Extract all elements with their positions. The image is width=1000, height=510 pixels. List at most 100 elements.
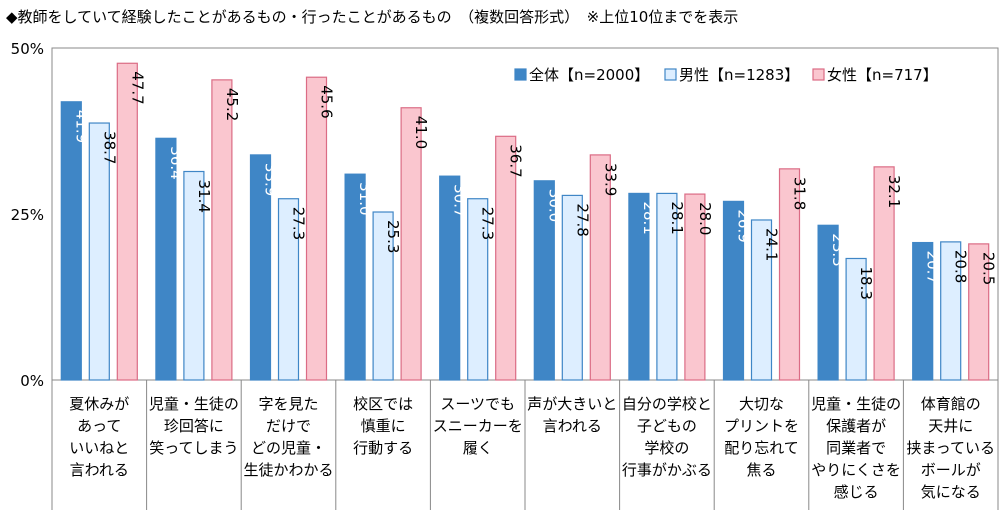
data-label: 31.4 [195,180,213,213]
category-label: 行動する [353,439,413,457]
bar [684,193,706,381]
legend-swatch [664,68,677,81]
category-label: 天井に [928,417,973,435]
data-label: 45.2 [223,88,241,121]
bar [344,173,366,381]
bar [155,137,177,381]
category-label: 挟まっている [906,439,995,457]
bar [750,219,773,381]
category-label: だけで [266,417,311,435]
category-label: 児童・生徒の [811,395,901,413]
category-label: スーツでも [440,395,515,413]
legend-label: 女性【n=717】 [827,66,938,84]
bar [277,198,300,381]
data-label: 31.8 [791,177,809,210]
category-label: あって [77,417,121,435]
category-label: 児童・生徒の [149,395,239,413]
bar [439,175,461,381]
data-label: 47.7 [128,71,146,104]
data-label: 33.9 [262,163,280,196]
bar [88,122,110,381]
data-label: 28.0 [696,202,714,235]
data-label: 28.1 [668,201,686,234]
data-label: 36.7 [507,144,525,177]
bar [305,76,328,381]
category-label: 感じる [834,483,879,501]
bar [722,200,745,381]
data-label: 27.3 [479,207,497,240]
category-label: プリントを [724,417,799,435]
bar [845,257,867,381]
data-label: 20.5 [980,252,998,285]
data-label: 31.0 [356,182,374,215]
y-tick-label: 0% [20,372,44,390]
category-label: 自分の学校と [622,395,712,413]
data-label: 24.1 [763,228,781,261]
category-label: 生徒かわかる [243,461,333,479]
category-label: 履く [463,439,493,457]
category-label: 行事がかぶる [622,461,712,479]
bar [912,241,934,381]
data-label: 26.9 [735,209,753,242]
category-label: 配り忘れて [724,439,799,457]
category-label: 声が大きいと [527,395,617,413]
data-label: 27.3 [290,207,308,240]
bar [778,168,801,381]
bar [372,211,394,381]
bar [211,79,233,381]
category-label: 珍回答に [164,417,224,435]
category-label: 子どもの [637,417,697,435]
bar [561,194,583,381]
data-label: 45.6 [318,85,336,118]
y-tick-label: 50% [11,40,44,58]
data-label: 20.8 [952,250,970,283]
bar [533,180,555,381]
category-label: ボールが [921,461,981,479]
bar [589,154,611,381]
bar [249,154,272,381]
data-label: 27.8 [573,203,591,236]
bar [467,198,489,381]
legend-label: 男性【n=1283】 [679,66,799,84]
bar [400,107,422,381]
bar [183,170,205,381]
category-label: 体育館の [921,395,981,413]
bar [873,166,895,381]
data-label: 28.1 [640,201,658,234]
category-label: 言われる [543,417,602,435]
data-label: 25.3 [384,220,402,253]
legend-swatch [812,68,825,81]
data-label: 30.0 [545,189,563,222]
legend-label: 全体【n=2000】 [529,66,649,84]
category-label: 気になる [921,483,981,501]
category-label: いいねと [69,439,129,457]
y-tick-label: 25% [11,206,44,224]
bar [628,192,650,381]
data-label: 20.7 [924,251,942,284]
category-label: スニーカーを [433,417,523,435]
data-label: 41.9 [72,110,90,143]
category-label: 焦る [746,461,776,479]
data-label: 36.4 [167,146,185,179]
data-label: 33.9 [601,163,619,196]
category-label: 夏休みが [69,395,129,413]
category-label: 校区では [353,395,413,413]
category-label: 慎重に [361,417,406,435]
data-label: 18.3 [857,266,875,299]
category-label: 保護者が [826,417,886,435]
data-label: 41.0 [412,116,430,149]
category-label: 同業者で [826,439,886,457]
bar [495,135,517,381]
category-label: 字を見た [258,395,318,413]
data-label: 38.7 [100,131,118,164]
legend-swatch [514,68,527,81]
category-label: どの児童・ [251,439,326,457]
data-label: 32.1 [885,175,903,208]
category-label: 言われる [70,461,129,479]
bar [817,224,839,381]
category-label: 大切な [739,395,784,413]
bar [60,101,82,381]
data-label: 30.7 [451,184,469,217]
chart-title: ◆教師をしていて経験したことがあるもの・行ったことがあるもの （複数回答形式） … [6,8,739,26]
